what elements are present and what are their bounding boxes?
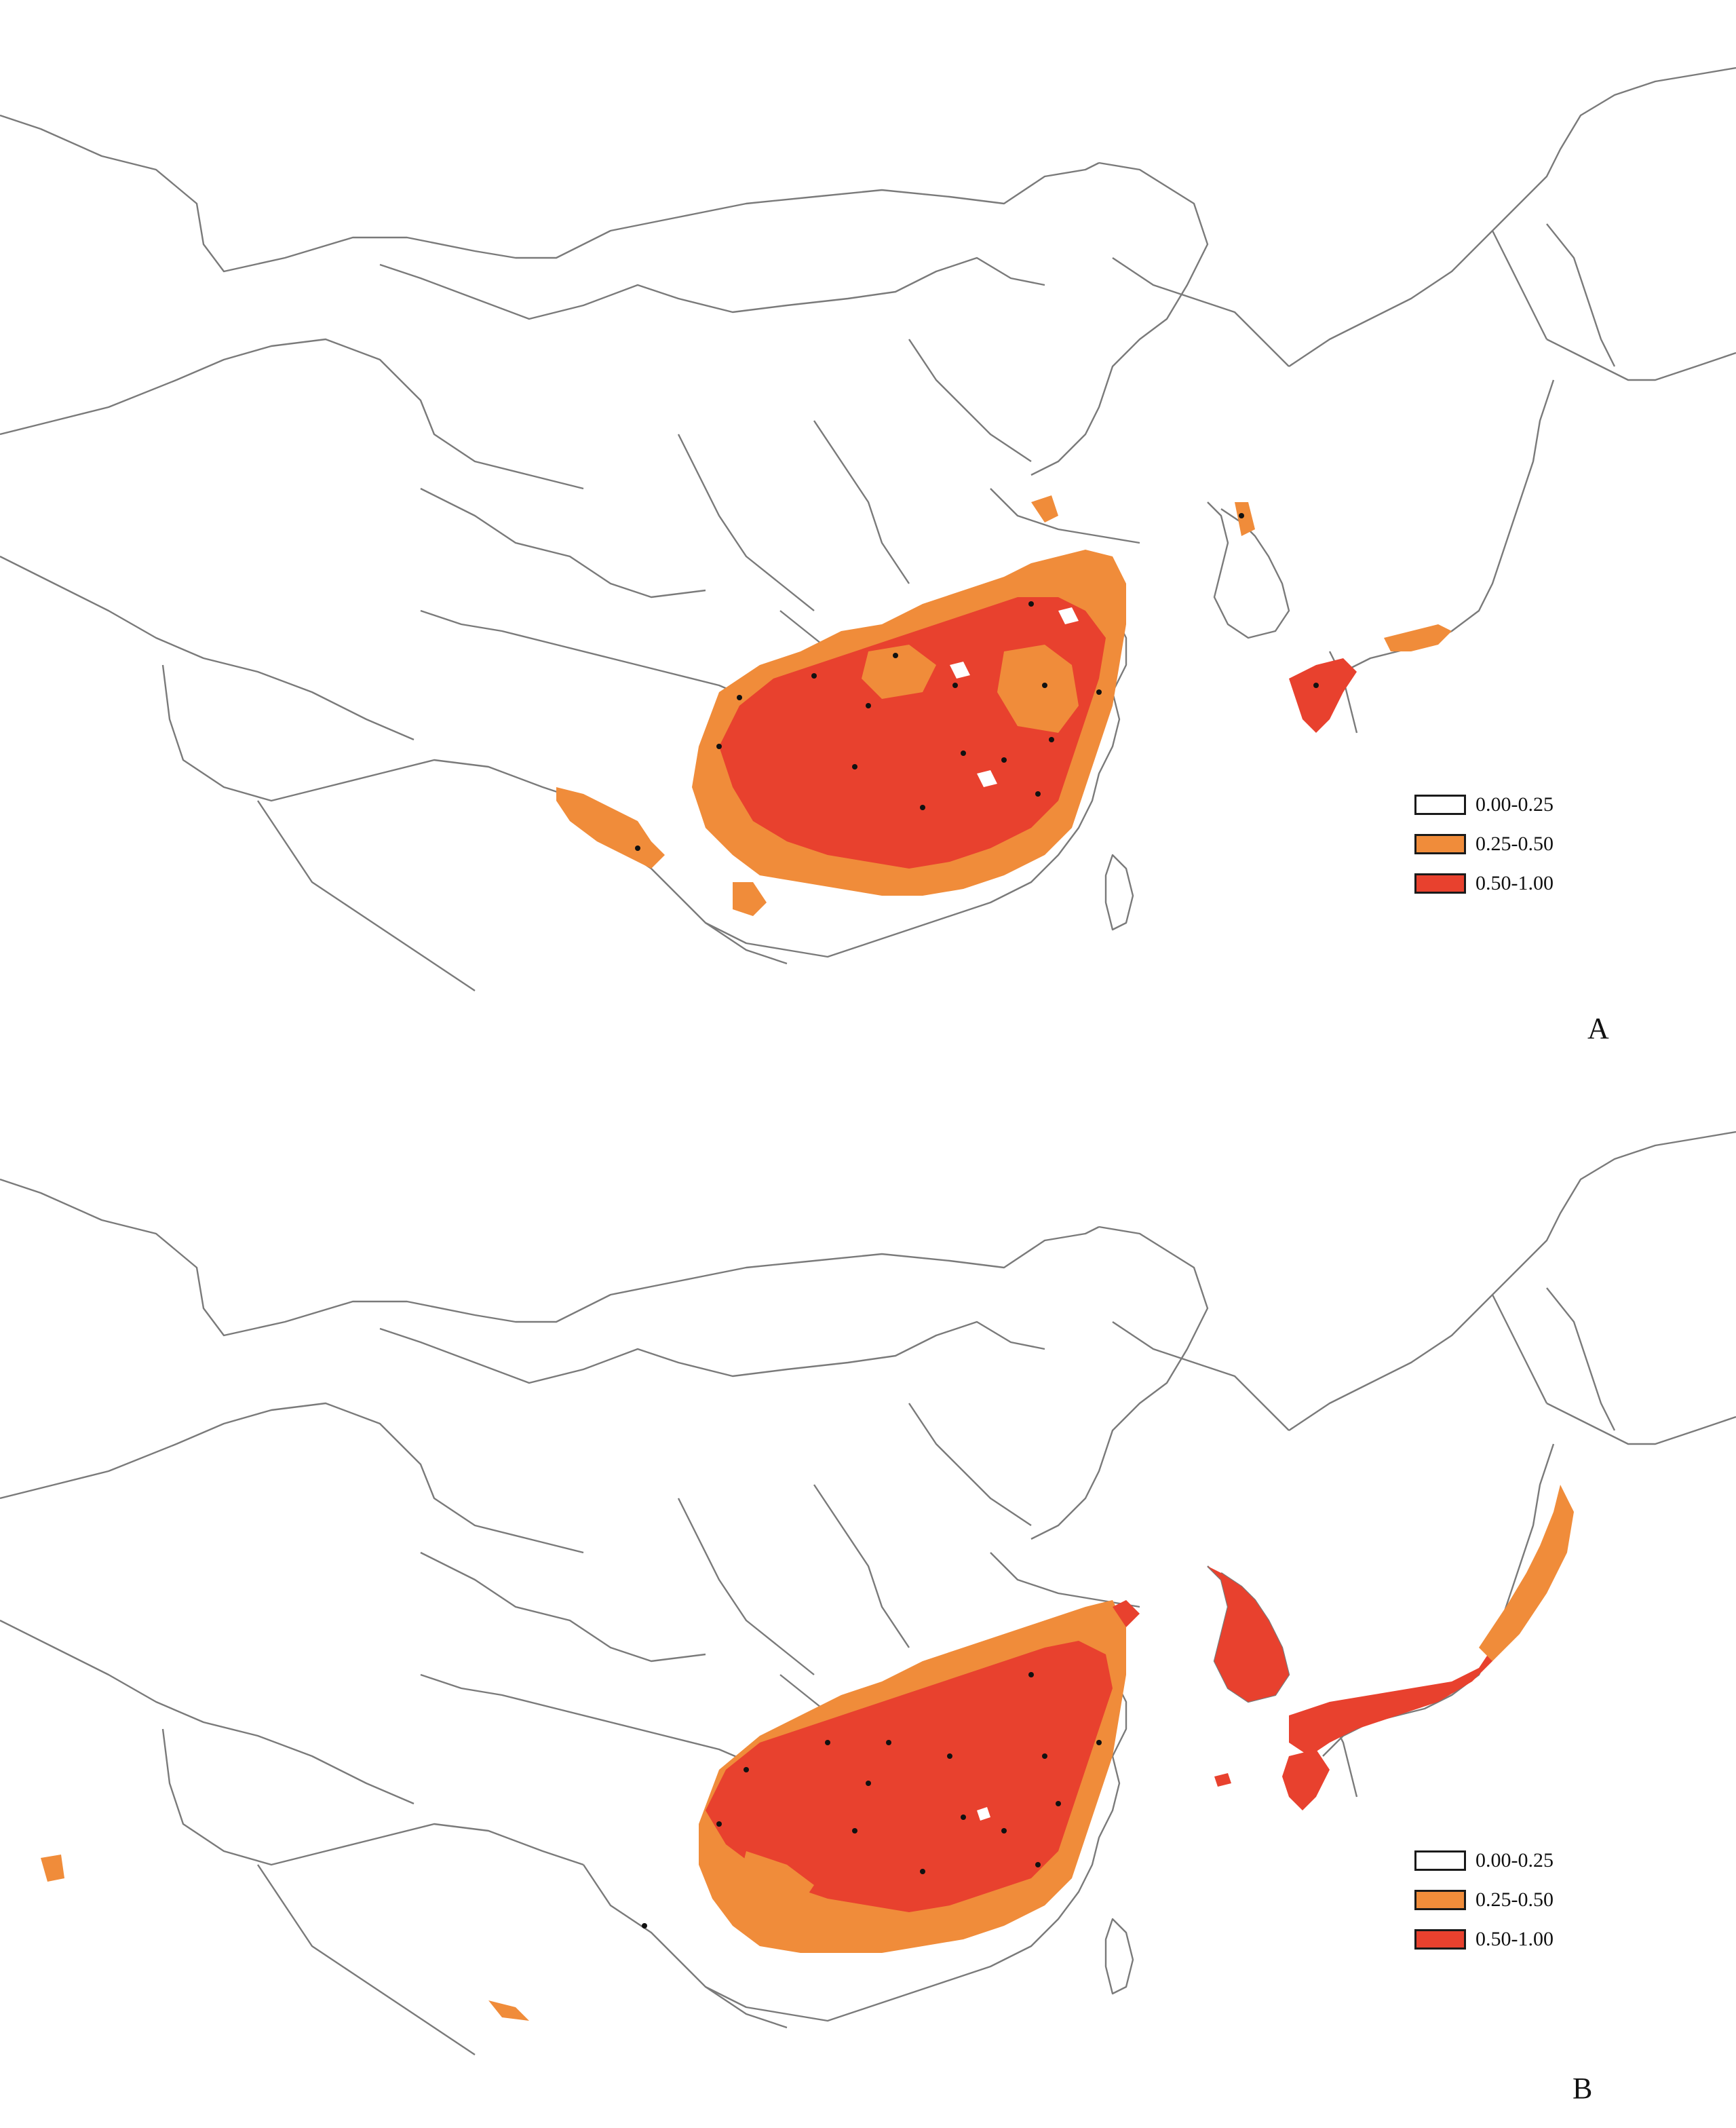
legend-swatch-medium (1414, 1890, 1466, 1910)
map-a (0, 66, 1736, 991)
legend-swatch-low (1414, 795, 1466, 815)
map-b (0, 1130, 1736, 2055)
map-panel-b: 0.00-0.25 0.25-0.50 0.50-1.00 B (0, 1064, 1736, 2128)
legend-label: 0.25-0.50 (1475, 1888, 1554, 1911)
legend: 0.00-0.25 0.25-0.50 0.50-1.00 (1414, 1843, 1554, 1961)
suitability-high-color-region (41, 1485, 1574, 2021)
legend-label: 0.00-0.25 (1475, 793, 1554, 816)
occurrence-points (635, 513, 1319, 851)
legend-item: 0.00-0.25 (1414, 1843, 1554, 1878)
legend-item: 0.50-1.00 (1414, 866, 1554, 901)
legend-label: 0.50-1.00 (1475, 872, 1554, 894)
panel-label: A (1587, 1012, 1609, 1045)
legend: 0.00-0.25 0.25-0.50 0.50-1.00 (1414, 787, 1554, 905)
legend-item: 0.25-0.50 (1414, 826, 1554, 862)
legend-swatch-high (1414, 873, 1466, 894)
legend-item: 0.50-1.00 (1414, 1922, 1554, 1957)
legend-swatch-medium (1414, 834, 1466, 854)
legend-item: 0.00-0.25 (1414, 787, 1554, 822)
legend-item: 0.25-0.50 (1414, 1882, 1554, 1918)
legend-swatch-high (1414, 1929, 1466, 1950)
suitability-high-color-region (556, 495, 1452, 916)
panel-label: B (1573, 2072, 1593, 2105)
occurrence-points (642, 1672, 1102, 1928)
legend-label: 0.00-0.25 (1475, 1849, 1554, 1872)
map-panel-a: 0.00-0.25 0.25-0.50 0.50-1.00 A (0, 66, 1736, 1045)
legend-label: 0.25-0.50 (1475, 833, 1554, 855)
legend-swatch-low (1414, 1850, 1466, 1871)
legend-label: 0.50-1.00 (1475, 1928, 1554, 1950)
